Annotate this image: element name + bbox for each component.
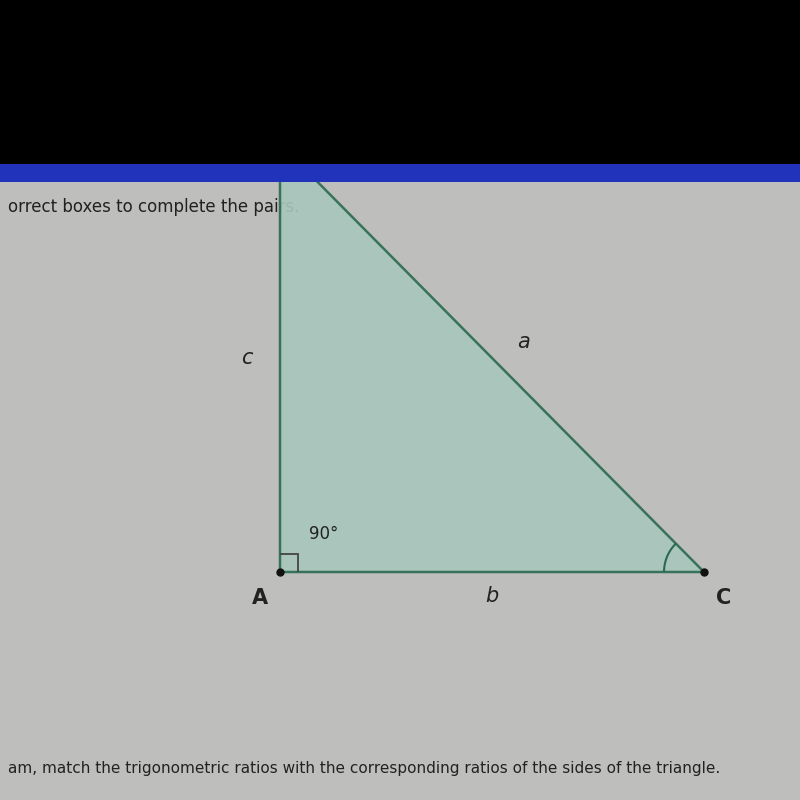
Bar	[0, 0, 800, 164]
Text: 90°: 90°	[310, 525, 338, 542]
Text: orrect boxes to complete the pairs.: orrect boxes to complete the pairs.	[8, 198, 299, 215]
Text: c: c	[241, 348, 252, 368]
Text: a: a	[518, 332, 530, 352]
Text: am, match the trigonometric ratios with the corresponding ratios of the sides of: am, match the trigonometric ratios with …	[8, 761, 720, 776]
Text: C: C	[716, 588, 732, 608]
Polygon shape	[280, 144, 704, 572]
Text: b: b	[486, 586, 498, 606]
Text: A: A	[252, 588, 268, 608]
Text: B: B	[272, 104, 288, 124]
Bar	[0, 164, 800, 182]
